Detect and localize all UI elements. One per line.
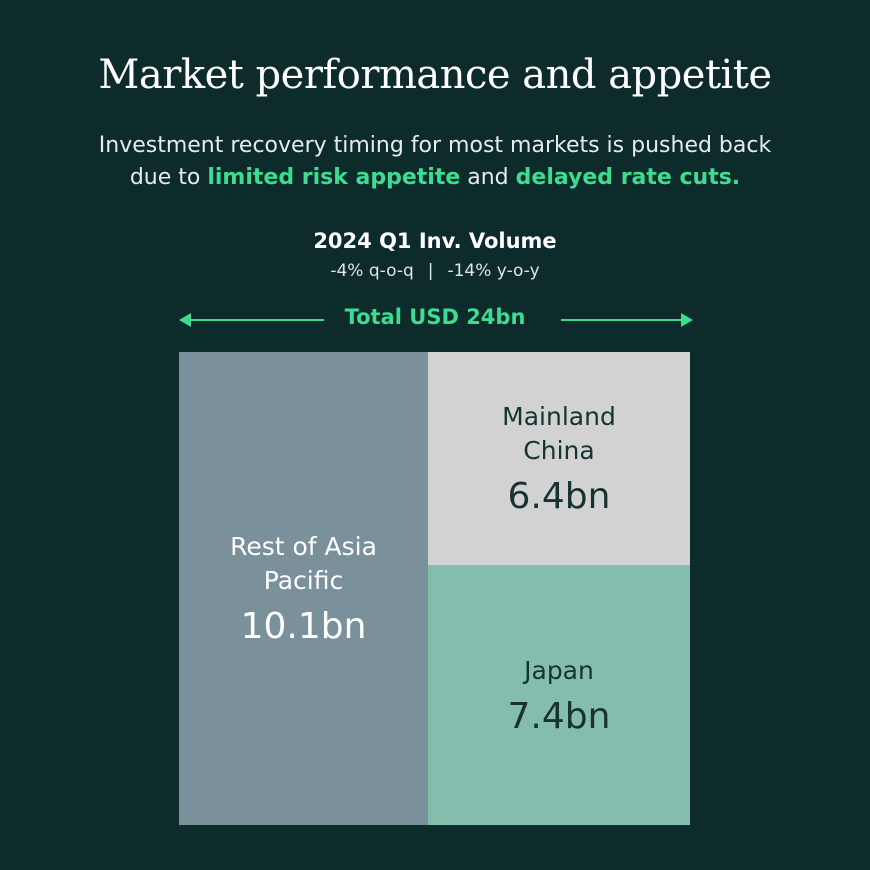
yoy-change: -14% y-o-y [447,261,540,281]
tile-name: Mainland China [502,402,616,465]
arrow-right-icon [681,313,693,327]
tile-mainland-china: Mainland China 6.4bn [428,352,690,565]
tile-name: Japan [524,655,594,685]
tile-rest-of-asia-pacific: Rest of Asia Pacific 10.1bn [179,352,428,825]
arrow-left-icon [179,313,191,327]
subtitle-text: Investment recovery timing for most mark… [98,133,772,190]
arrow-line-left [186,319,324,321]
page-title: Market performance and appetite [98,52,772,98]
total-volume: Total USD 24bn [344,305,526,329]
highlight-rate-cuts: delayed rate cuts. [515,165,741,190]
subtitle: Investment recovery timing for most mark… [90,130,780,194]
arrow-line-right [561,319,686,321]
volume-change: -4% q-o-q | -14% y-o-y [0,261,870,281]
tile-value: 6.4bn [507,476,611,517]
volume-title: 2024 Q1 Inv. Volume [313,229,557,253]
subtitle-text: and [460,165,516,190]
tile-name: Rest of Asia Pacific [230,532,377,595]
tile-japan: Japan 7.4bn [428,565,690,825]
tile-value: 10.1bn [240,606,367,647]
highlight-risk-appetite: limited risk appetite [207,165,461,190]
tile-value: 7.4bn [507,695,611,737]
separator: | [427,261,434,281]
qoq-change: -4% q-o-q [330,261,414,281]
